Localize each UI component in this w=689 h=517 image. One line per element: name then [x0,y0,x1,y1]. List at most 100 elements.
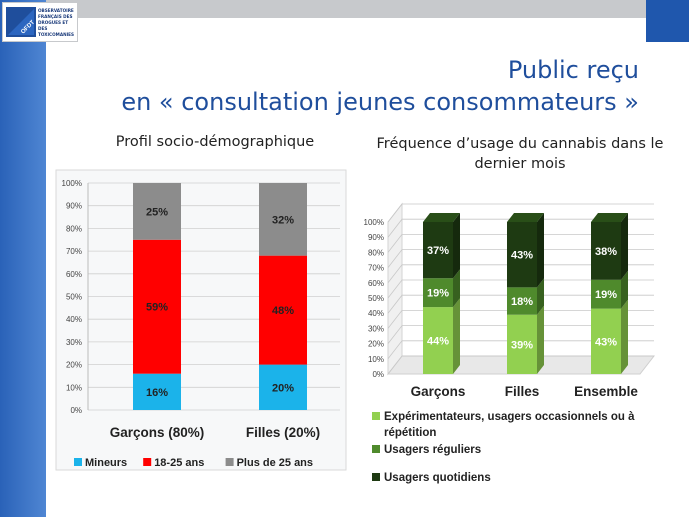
chart-left: 0% 10% 20% 30% 40% 50% 60% 70% 80% 90% 100% 16% 59% 2… [55,169,347,471]
logo-text: OBSERVATOIRE FRANÇAIS DES DROGUES ET DES… [38,8,78,38]
gridline [387,234,654,253]
x-tick-label: Garçons (80%) [110,425,205,440]
y-tick-label: 40% [66,315,82,324]
legend-swatch [74,458,82,466]
y-tick-label: 90% [66,202,82,211]
legend-label: Mineurs [85,457,127,469]
data-label: 59% [146,302,168,314]
bar-side-usagers-quotidiens [621,213,628,280]
gridline [387,249,654,268]
gridline [387,264,654,284]
x-tick-label: Filles [505,384,540,399]
y-tick-label: 50% [66,293,82,302]
gridline [387,309,654,329]
logo-text-line: FRANÇAIS DES [38,14,73,19]
bar-18-25-ans [133,239,181,374]
data-label: 43% [595,336,617,348]
x-tick-label: Ensemble [574,384,638,399]
left-chart-title: Profil socio-démographique [115,134,315,150]
data-label: 38% [595,246,617,258]
y-tick-label: 80% [66,224,82,233]
gridline [387,203,654,223]
legend-label: Expérimentateurs, usagers occasionnels o… [384,411,635,439]
y-tick-label: 50% [368,294,384,303]
gridline [387,279,654,299]
gridline [387,294,654,314]
bar-mineurs [259,364,307,410]
page-title-line-2: en « consultation jeunes consommateurs » [121,88,639,116]
y-tick-label: 0% [372,370,384,379]
bar-side-experimentateurs-usagers-occasionnels-ou-a-repetition [453,298,460,374]
data-label: 37% [427,245,449,257]
data-label: 39% [511,339,533,351]
y-tick-label: 40% [368,309,384,318]
y-tick-label: 80% [368,248,384,257]
legend-label-line: Expérimentateurs, usagers occasionnels o… [384,411,635,423]
data-label: 19% [427,288,449,300]
bar-top-usagers-quotidiens [423,213,460,222]
bar-side-usagers-reguliers [453,269,460,308]
legend-label-line: répétition [384,427,436,439]
bar-usagers-reguliers [591,279,621,309]
data-label: 44% [427,336,449,348]
bar-top-usagers-quotidiens [591,213,628,222]
chart-right: 0% 10% 20% 30% 40% 50% 60% 70% 80% 90% 100% 44% 19% 3… [364,202,656,484]
bar-usagers-reguliers [423,278,453,308]
y-tick-label: 10% [66,383,82,392]
data-label: 18% [511,296,533,308]
y-tick-label: 20% [368,340,384,349]
bar-experimentateurs-usagers-occasionnels-ou-a-repetition [591,308,621,374]
data-label: 43% [511,250,533,262]
legend-label: Usagers quotidiens [384,472,491,484]
bar-usagers-reguliers [507,287,537,315]
gridline [387,355,654,375]
bar-mineurs [133,373,181,410]
bar-plus-de-25-ans [259,183,307,256]
legend-swatch [372,473,380,481]
y-tick-label: 30% [66,338,82,347]
legend-swatch [372,445,380,453]
y-tick-label: 90% [368,233,384,242]
data-label: 32% [272,214,294,226]
y-tick-label: 20% [66,361,82,370]
data-label: 16% [146,387,168,399]
bar-usagers-quotidiens [423,222,453,279]
legend-label: 18-25 ans [154,457,204,469]
top-bar [46,0,658,18]
bar-side-usagers-quotidiens [453,213,460,279]
page-title-line-1: Public reçu [507,56,639,84]
legend-label: Usagers réguliers [384,444,481,456]
logo: OFDT OBSERVATOIRE FRANÇAIS DES DROGUES E… [2,2,78,42]
bar-side-experimentateurs-usagers-occasionnels-ou-a-repetition [537,305,544,374]
y-tick-label: 60% [368,279,384,288]
bar-usagers-quotidiens [591,222,621,280]
x-tick-label: Filles (20%) [246,425,320,440]
data-label: 48% [272,305,294,317]
bar-usagers-quotidiens [507,222,537,288]
legend-swatch [225,458,234,466]
bar-experimentateurs-usagers-occasionnels-ou-a-repetition [423,307,453,374]
y-tick-label: 10% [368,355,384,364]
logo-text-line: DROGUES ET DES [38,20,69,31]
y-tick-label: 60% [66,270,82,279]
bar-side-usagers-reguliers [621,270,628,309]
gridline [387,340,654,360]
data-label: 19% [595,289,617,301]
gridline [387,218,654,238]
side-bar [0,0,46,517]
y-tick-label: 70% [368,264,384,273]
bar-plus-de-25-ans [133,183,181,240]
data-label: 25% [146,206,168,218]
data-label: 20% [272,382,294,394]
legend-swatch [143,458,152,466]
logo-text-line: OBSERVATOIRE [38,8,74,13]
legend-label: Plus de 25 ans [237,457,313,469]
bar-side-usagers-reguliers [537,278,544,315]
bar-top-usagers-quotidiens [507,213,544,222]
bar-18-25-ans [259,255,307,365]
legend-swatch [372,412,380,420]
bar-experimentateurs-usagers-occasionnels-ou-a-repetition [507,314,537,374]
gridline [387,325,654,344]
y-tick-label: 0% [70,406,82,415]
right-chart-title: Fréquence d’usage du cannabis dans le de… [376,136,664,172]
